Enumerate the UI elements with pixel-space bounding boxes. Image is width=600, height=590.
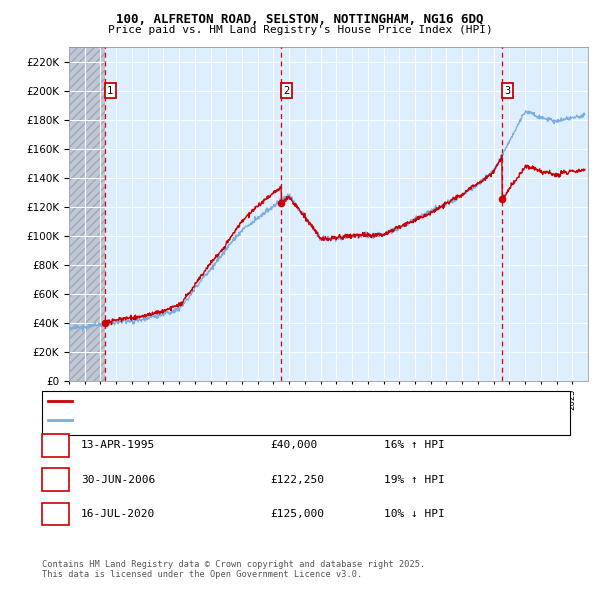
Text: 100, ALFRETON ROAD, SELSTON, NOTTINGHAM, NG16 6DQ: 100, ALFRETON ROAD, SELSTON, NOTTINGHAM,…	[116, 13, 484, 26]
Text: 19% ↑ HPI: 19% ↑ HPI	[384, 475, 445, 484]
Text: £125,000: £125,000	[270, 509, 324, 519]
Text: 10% ↓ HPI: 10% ↓ HPI	[384, 509, 445, 519]
Text: £122,250: £122,250	[270, 475, 324, 484]
Text: 16-JUL-2020: 16-JUL-2020	[81, 509, 155, 519]
Text: 100, ALFRETON ROAD, SELSTON, NOTTINGHAM, NG16 6DQ (semi-detached house): 100, ALFRETON ROAD, SELSTON, NOTTINGHAM,…	[78, 396, 495, 406]
Text: HPI: Average price, semi-detached house, Ashfield: HPI: Average price, semi-detached house,…	[78, 415, 366, 425]
Text: 1: 1	[107, 86, 113, 96]
Text: £40,000: £40,000	[270, 441, 317, 450]
Text: 3: 3	[52, 509, 59, 519]
Text: 3: 3	[505, 86, 511, 96]
Text: 16% ↑ HPI: 16% ↑ HPI	[384, 441, 445, 450]
Text: 2: 2	[52, 475, 59, 484]
Text: Contains HM Land Registry data © Crown copyright and database right 2025.
This d: Contains HM Land Registry data © Crown c…	[42, 560, 425, 579]
Text: 30-JUN-2006: 30-JUN-2006	[81, 475, 155, 484]
Text: Price paid vs. HM Land Registry's House Price Index (HPI): Price paid vs. HM Land Registry's House …	[107, 25, 493, 35]
Text: 2: 2	[284, 86, 290, 96]
Text: 13-APR-1995: 13-APR-1995	[81, 441, 155, 450]
Text: 1: 1	[52, 441, 59, 450]
Bar	[69, 47, 105, 381]
